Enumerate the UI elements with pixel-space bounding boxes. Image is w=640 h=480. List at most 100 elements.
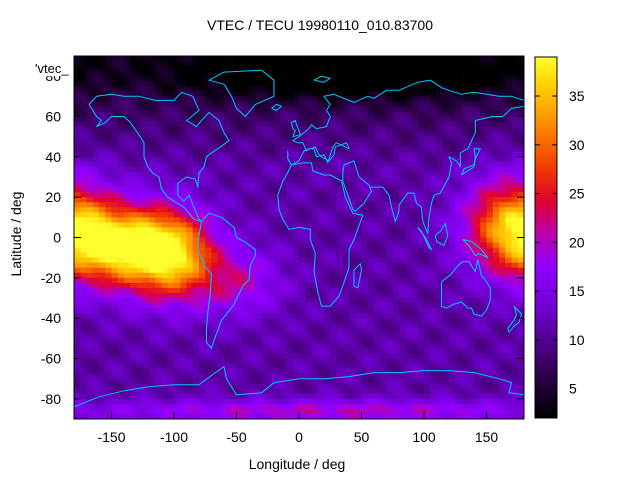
- heat-cell: [492, 71, 500, 77]
- heat-cell: [130, 161, 138, 168]
- heat-cell: [417, 252, 425, 259]
- heat-cell: [436, 151, 444, 158]
- heat-cell: [449, 207, 456, 213]
- heat-cell: [330, 232, 338, 239]
- heat-cell: [230, 91, 238, 97]
- heat-cell: [311, 111, 319, 118]
- heat-cell: [430, 121, 438, 128]
- heat-cell: [499, 373, 506, 380]
- heat-cell: [92, 96, 100, 102]
- heat-cell: [174, 257, 181, 264]
- heat-cell: [311, 76, 319, 82]
- heat-cell: [342, 91, 350, 97]
- heat-cell: [155, 182, 163, 188]
- heat-cell: [261, 116, 269, 123]
- heat-cell: [336, 277, 344, 284]
- heat-cell: [249, 308, 256, 314]
- heat-cell: [474, 328, 481, 334]
- heat-cell: [99, 318, 106, 324]
- heat-cell: [192, 247, 200, 254]
- heat-cell: [161, 141, 169, 148]
- heat-cell: [142, 403, 150, 410]
- heat-cell: [455, 287, 463, 294]
- heat-cell: [436, 207, 444, 213]
- heat-cell: [286, 277, 294, 284]
- heat-cell: [436, 56, 444, 62]
- heat-cell: [105, 262, 113, 269]
- heat-cell: [317, 101, 325, 108]
- heat-cell: [99, 292, 106, 299]
- heat-cell: [111, 156, 119, 163]
- heat-cell: [105, 298, 113, 304]
- heat-cell: [461, 177, 469, 183]
- heat-cell: [205, 177, 213, 183]
- heat-cell: [205, 146, 213, 153]
- heat-cell: [130, 187, 138, 193]
- heat-cell: [386, 217, 394, 223]
- heat-cell: [342, 166, 350, 173]
- heat-cell: [155, 146, 163, 153]
- heat-cell: [192, 207, 200, 213]
- heat-cell: [167, 136, 175, 143]
- heat-cell: [124, 156, 131, 163]
- heat-cell: [330, 86, 338, 92]
- heat-cell: [267, 323, 275, 329]
- heat-cell: [286, 313, 294, 319]
- heat-cell: [317, 166, 325, 173]
- heat-cell: [142, 121, 150, 128]
- heat-cell: [192, 383, 200, 390]
- heat-cell: [242, 277, 250, 284]
- heat-cell: [161, 373, 169, 380]
- heat-cell: [299, 227, 306, 234]
- heat-cell: [349, 363, 356, 370]
- heat-cell: [361, 272, 369, 279]
- heat-cell: [117, 313, 125, 319]
- heat-cell: [99, 257, 106, 264]
- heat-cell: [249, 81, 256, 87]
- heat-cell: [242, 66, 250, 72]
- heat-cell: [124, 287, 131, 294]
- heat-cell: [174, 328, 181, 334]
- heat-cell: [224, 403, 231, 410]
- heat-cell: [417, 151, 425, 158]
- heat-cell: [449, 222, 456, 229]
- heat-cell: [99, 146, 106, 153]
- heat-cell: [136, 262, 144, 269]
- heat-cell: [517, 81, 524, 87]
- heat-cell: [155, 242, 163, 249]
- heat-cell: [336, 161, 344, 168]
- heat-cell: [80, 242, 88, 249]
- heat-cell: [299, 333, 306, 339]
- heat-cell: [411, 303, 419, 309]
- heat-cell: [449, 247, 456, 254]
- heat-cell: [211, 86, 219, 92]
- heat-cell: [199, 292, 206, 299]
- heat-cell: [511, 338, 519, 344]
- heat-cell: [236, 202, 244, 208]
- heat-cell: [255, 121, 263, 128]
- heat-cell: [242, 227, 250, 234]
- heat-cell: [199, 227, 206, 234]
- heat-cell: [230, 66, 238, 72]
- heat-cell: [117, 257, 125, 264]
- heat-cell: [386, 343, 394, 350]
- heat-cell: [142, 383, 150, 390]
- heat-cell: [242, 232, 250, 239]
- heat-cell: [92, 227, 100, 234]
- heat-cell: [405, 348, 413, 355]
- heat-cell: [130, 61, 138, 67]
- heat-cell: [86, 403, 94, 410]
- heat-cell: [86, 242, 94, 249]
- heat-cell: [442, 207, 450, 213]
- heat-cell: [280, 262, 288, 269]
- heat-cell: [455, 177, 463, 183]
- heat-cell: [499, 116, 506, 123]
- heat-cell: [467, 182, 475, 188]
- heat-cell: [342, 383, 350, 390]
- heat-cell: [442, 56, 450, 62]
- heat-cell: [86, 363, 94, 370]
- heat-cell: [342, 323, 350, 329]
- heat-cell: [161, 146, 169, 153]
- heat-cell: [430, 252, 438, 259]
- heat-cell: [99, 262, 106, 269]
